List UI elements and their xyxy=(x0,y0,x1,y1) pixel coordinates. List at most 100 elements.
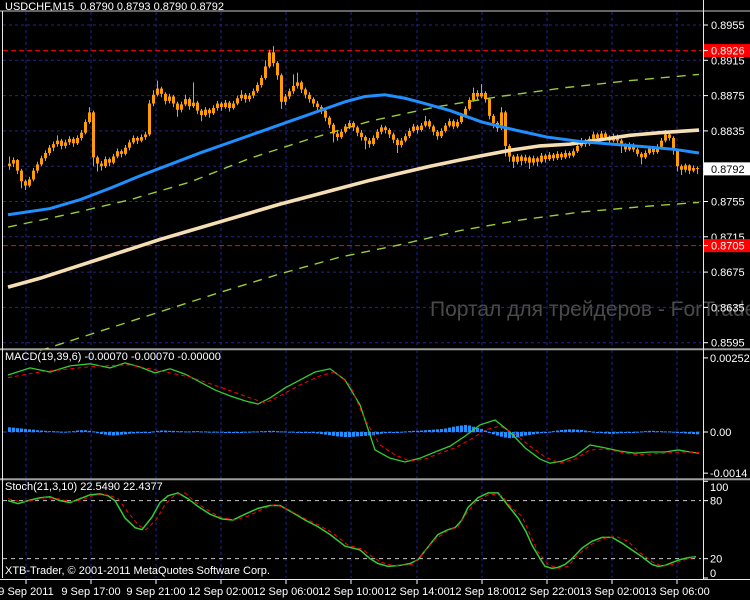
macd-histogram-bar xyxy=(576,429,579,432)
macd-histogram-bar xyxy=(580,429,583,432)
macd-histogram-bar xyxy=(660,431,663,433)
macd-histogram-bar xyxy=(540,432,543,434)
macd-histogram-bar xyxy=(164,430,167,432)
time-axis-label: 13 Sep 06:00 xyxy=(644,586,709,598)
macd-histogram-bar xyxy=(168,430,171,432)
candle-body xyxy=(444,125,447,131)
candle-body xyxy=(528,157,531,163)
macd-histogram-bar xyxy=(340,432,343,437)
candle-body xyxy=(520,156,523,161)
macd-histogram-bar xyxy=(296,432,299,433)
candle-body xyxy=(88,112,91,123)
time-axis-label: 13 Sep 02:00 xyxy=(579,586,644,598)
candle-body xyxy=(80,132,83,138)
macd-histogram-bar xyxy=(640,431,643,433)
macd-histogram-bar xyxy=(36,430,39,432)
candle-body xyxy=(240,94,243,99)
price-axis-label: 0.8675 xyxy=(711,267,745,279)
macd-axis-label: -0.0014 xyxy=(710,468,747,480)
macd-histogram-bar xyxy=(404,431,407,433)
macd-histogram-bar xyxy=(152,431,155,433)
stoch-main-line xyxy=(7,492,697,570)
macd-histogram-bar xyxy=(48,431,51,433)
macd-histogram-bar xyxy=(272,430,275,432)
macd-histogram-bar xyxy=(528,432,531,435)
candle-body xyxy=(424,121,427,126)
macd-histogram-bar xyxy=(32,429,35,432)
stoch-indicator-label: Stoch(21,3,10) 22.5490 22.4377 xyxy=(5,481,163,493)
macd-histogram-bar xyxy=(248,431,251,433)
macd-histogram-bar xyxy=(436,429,439,432)
candle-body xyxy=(404,136,407,141)
candle-body xyxy=(152,94,155,104)
candle-body xyxy=(248,95,251,100)
current-price-marker xyxy=(704,162,750,176)
candle-body xyxy=(376,131,379,138)
candle-body xyxy=(336,133,339,138)
macd-histogram-bar xyxy=(24,429,27,432)
candle-body xyxy=(260,77,263,86)
alert-price-marker-label: 0.8705 xyxy=(711,241,745,253)
candle-body xyxy=(696,167,699,169)
candle-body xyxy=(92,112,95,158)
macd-histogram-bar xyxy=(464,424,467,432)
macd-histogram-bar xyxy=(600,432,603,433)
candle-body xyxy=(96,157,99,164)
candle-body xyxy=(464,108,467,116)
macd-histogram-bar xyxy=(252,431,255,433)
macd-histogram-bar xyxy=(12,427,15,432)
macd-histogram-bar xyxy=(520,432,523,437)
macd-histogram-bar xyxy=(156,430,159,432)
macd-histogram-bar xyxy=(220,431,223,433)
candle-body xyxy=(620,140,623,146)
macd-histogram-bar xyxy=(584,430,587,432)
candle-body xyxy=(568,152,571,156)
candle-body xyxy=(124,147,127,154)
macd-histogram-bar xyxy=(568,429,571,432)
stoch-axis-label: 100 xyxy=(710,482,728,494)
time-axis-label: 12 Sep 14:00 xyxy=(384,586,449,598)
candle-body xyxy=(680,166,683,170)
candle-body xyxy=(164,93,167,101)
candle-body xyxy=(208,109,211,114)
candle-body xyxy=(500,112,503,129)
macd-histogram-bar xyxy=(52,431,55,433)
macd-histogram-bar xyxy=(236,432,239,433)
macd-histogram-bar xyxy=(276,431,279,433)
macd-histogram-bar xyxy=(256,431,259,433)
candle-body xyxy=(280,75,283,102)
candle-body xyxy=(52,144,55,148)
macd-histogram-bar xyxy=(300,432,303,433)
macd-histogram-bar xyxy=(28,429,31,432)
macd-histogram-bar xyxy=(560,429,563,432)
macd-histogram-bar xyxy=(44,430,47,432)
candle-body xyxy=(512,156,515,162)
candle-body xyxy=(276,62,279,76)
candle-body xyxy=(148,103,151,135)
candle-body xyxy=(292,85,295,92)
macd-histogram-bar xyxy=(380,432,383,434)
macd-histogram-bar xyxy=(184,431,187,433)
candle-body xyxy=(40,158,43,165)
macd-histogram-bar xyxy=(172,430,175,432)
candle-body xyxy=(36,164,39,171)
candle-body xyxy=(524,157,527,161)
candle-body xyxy=(252,91,255,96)
candle-body xyxy=(140,137,143,141)
candle-body xyxy=(600,133,603,138)
macd-histogram-bar xyxy=(384,432,387,434)
macd-histogram-bar xyxy=(104,432,107,435)
macd-histogram-bar xyxy=(412,430,415,432)
candle-body xyxy=(624,145,627,150)
candle-body xyxy=(660,140,663,147)
candle-body xyxy=(308,94,311,100)
macd-main-line xyxy=(7,362,700,464)
candle-body xyxy=(16,160,19,171)
candle-body xyxy=(664,134,667,141)
macd-histogram-bar xyxy=(148,432,151,433)
macd-histogram-bar xyxy=(180,431,183,433)
macd-histogram-bar xyxy=(16,428,19,432)
candle-body xyxy=(356,127,359,133)
